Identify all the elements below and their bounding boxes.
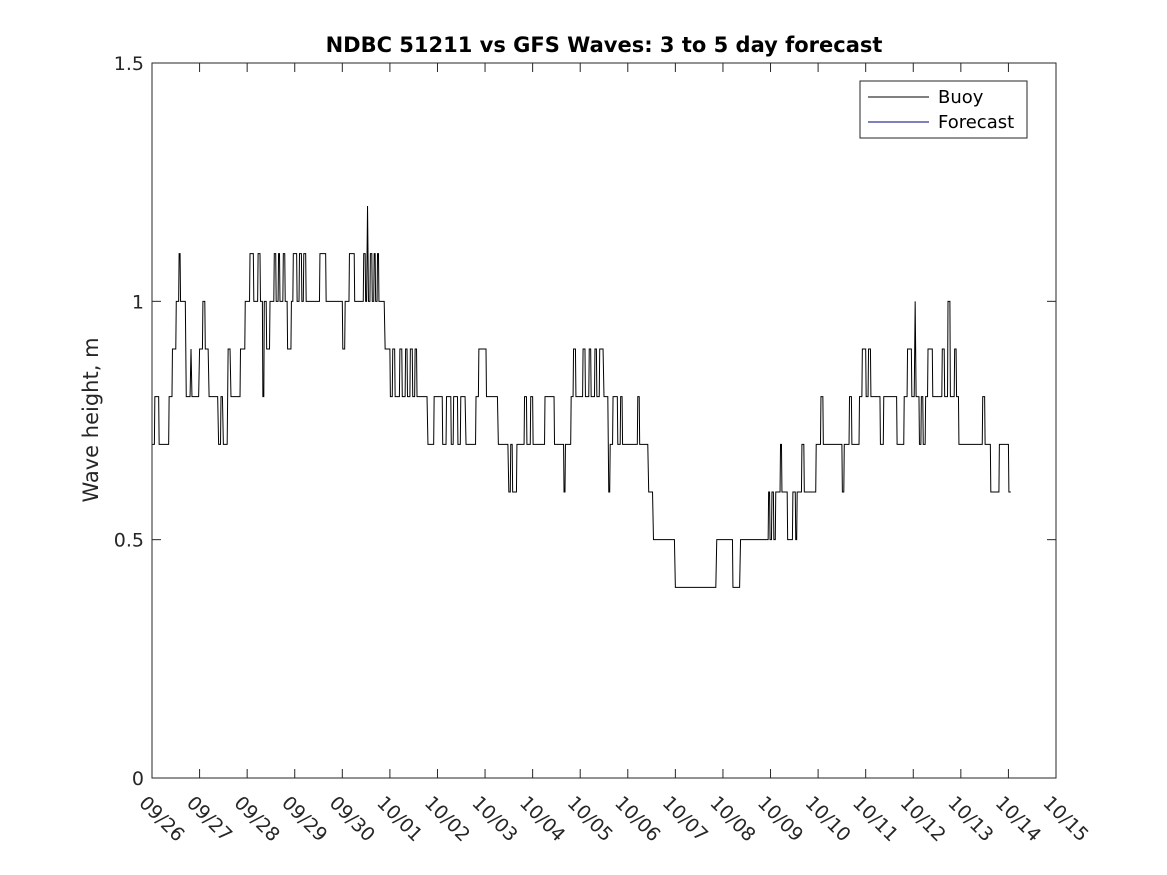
y-tick-label: 0 bbox=[132, 768, 144, 790]
plot-area bbox=[152, 63, 1056, 778]
legend-label-buoy: Buoy bbox=[938, 87, 984, 108]
series-line-buoy bbox=[152, 205, 1011, 588]
chart-title: NDBC 51211 vs GFS Waves: 3 to 5 day fore… bbox=[326, 33, 883, 57]
legend-box bbox=[859, 80, 1028, 139]
plot-frame bbox=[151, 62, 1057, 779]
y-tick-label: 1.5 bbox=[114, 53, 144, 75]
legend-label-forecast: Forecast bbox=[938, 112, 1014, 133]
y-tick-labels: 0 0.5 1 1.5 bbox=[114, 53, 144, 790]
y-tick-label: 1 bbox=[132, 291, 144, 313]
series-layer bbox=[152, 205, 1011, 588]
legend: Buoy Forecast bbox=[859, 80, 1028, 139]
y-tick-label: 0.5 bbox=[114, 530, 144, 552]
y-axis-label: Wave height, m bbox=[79, 337, 103, 502]
